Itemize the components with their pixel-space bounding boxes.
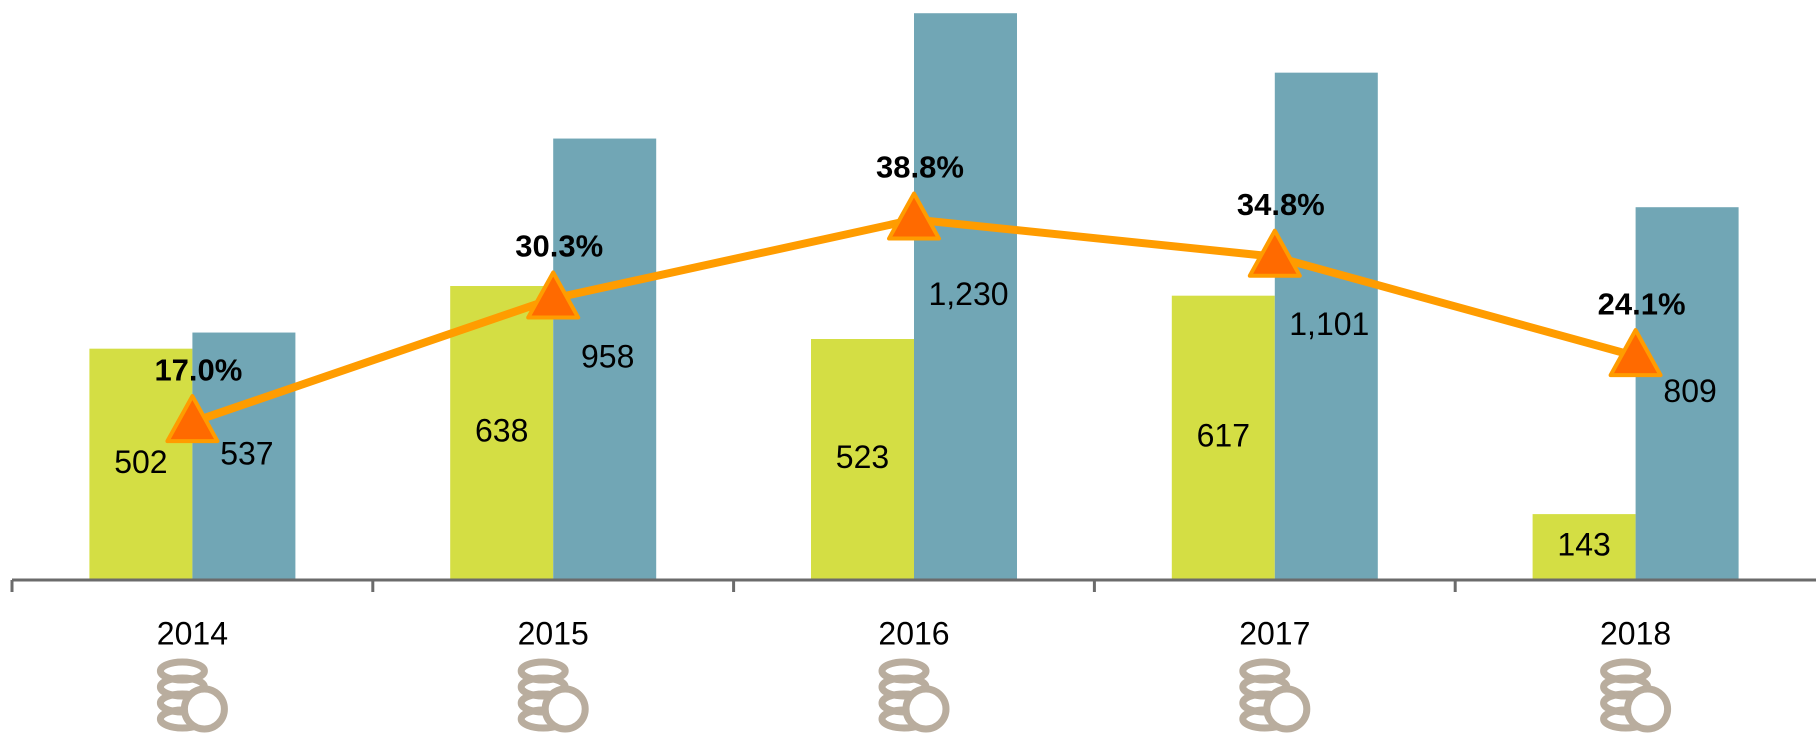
bar-value-label: 958 [581, 339, 634, 375]
coin-front [180, 685, 228, 733]
bar [1532, 514, 1636, 580]
coin-icon [156, 658, 228, 733]
bar [553, 138, 657, 581]
line-marker [165, 394, 220, 444]
line-marker [1247, 228, 1302, 278]
x-tick-label: 2014 [157, 615, 228, 651]
line-marker [526, 270, 581, 320]
bar-value-label: 502 [114, 444, 167, 480]
bar-value-label: 809 [1663, 373, 1716, 409]
bar [914, 13, 1017, 580]
bar-value-label: 143 [1557, 527, 1610, 563]
bar [1171, 295, 1275, 580]
x-tick-label: 2016 [878, 615, 949, 651]
bar-value-label: 617 [1197, 417, 1250, 453]
x-tick-label: 2017 [1239, 615, 1310, 651]
bar [1274, 72, 1378, 580]
coin-icon [878, 658, 950, 733]
bar [811, 339, 914, 580]
coin-icon [517, 658, 589, 733]
coin-front [1624, 685, 1672, 733]
line-value-label: 30.3% [515, 229, 603, 264]
bar-value-label: 1,230 [928, 276, 1008, 312]
line-value-label: 34.8% [1237, 187, 1325, 222]
bar-value-label: 523 [836, 439, 889, 475]
x-tick-label: 2015 [518, 615, 589, 651]
coin-front [541, 685, 589, 733]
bar [89, 348, 193, 580]
bar [1635, 207, 1739, 580]
x-tick-label: 2018 [1600, 615, 1671, 651]
bar [450, 286, 554, 580]
line-value-label: 17.0% [154, 352, 242, 387]
coin-front [1263, 685, 1311, 733]
bar-value-label: 638 [475, 412, 528, 448]
coin-icon [1239, 658, 1311, 733]
bar [192, 332, 296, 580]
coin-icon [1600, 658, 1672, 733]
bar-value-label: 537 [220, 436, 273, 472]
coin-front [902, 685, 950, 733]
line-value-label: 24.1% [1598, 286, 1686, 321]
line-marker [887, 191, 941, 241]
line-marker [1608, 328, 1663, 378]
line-value-label: 38.8% [876, 150, 964, 185]
bar-value-label: 1,101 [1289, 306, 1369, 342]
